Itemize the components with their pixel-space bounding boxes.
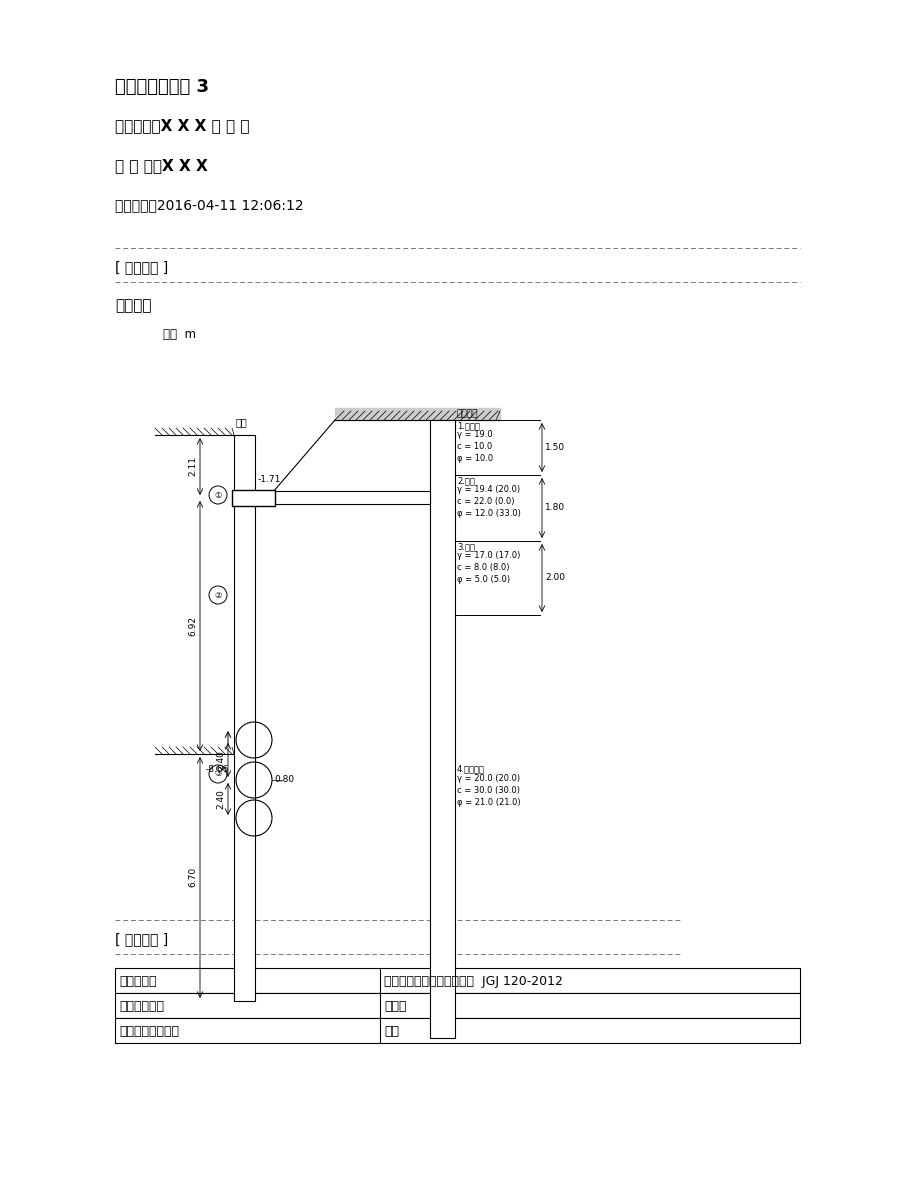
Text: 一级: 一级 xyxy=(383,1025,399,1039)
Text: 排框支护: 排框支护 xyxy=(115,298,152,313)
Bar xyxy=(115,993,800,1018)
Text: [ 基本信息 ]: [ 基本信息 ] xyxy=(115,933,168,946)
Bar xyxy=(255,491,429,504)
Text: 4.强风化层: 4.强风化层 xyxy=(457,763,484,773)
Bar xyxy=(115,1018,800,1043)
Text: -8.66: -8.66 xyxy=(206,765,229,773)
Text: 3.淤泥: 3.淤泥 xyxy=(457,542,474,551)
Text: γ = 19.4 (20.0)
c = 22.0 (0.0)
φ = 12.0 (33.0): γ = 19.4 (20.0) c = 22.0 (0.0) φ = 12.0 … xyxy=(457,485,520,518)
Text: ②: ② xyxy=(214,591,221,599)
Text: 2.11: 2.11 xyxy=(187,456,197,476)
Text: 2.40: 2.40 xyxy=(216,790,225,809)
Text: 设 计 人：X X X: 设 计 人：X X X xyxy=(115,158,208,173)
Text: 内力计算方法: 内力计算方法 xyxy=(119,1000,164,1014)
Text: 2.粘土: 2.粘土 xyxy=(457,476,474,485)
Text: -1.71: -1.71 xyxy=(257,475,281,485)
Text: [ 支护方案 ]: [ 支护方案 ] xyxy=(115,260,168,274)
Text: ③: ③ xyxy=(214,769,221,779)
Text: 1.50: 1.50 xyxy=(544,443,564,451)
Text: 工况: 工况 xyxy=(236,417,247,428)
Text: 6.70: 6.70 xyxy=(187,867,197,887)
Text: 增量法: 增量法 xyxy=(383,1000,406,1014)
Bar xyxy=(232,490,275,506)
Text: 0.80: 0.80 xyxy=(274,775,294,785)
Text: 设计时间：2016-04-11 12:06:12: 设计时间：2016-04-11 12:06:12 xyxy=(115,198,303,212)
Text: γ = 20.0 (20.0)
c = 30.0 (30.0)
φ = 21.0 (21.0): γ = 20.0 (20.0) c = 30.0 (30.0) φ = 21.0… xyxy=(457,774,520,806)
Text: 土层参数: 土层参数 xyxy=(457,409,478,418)
Text: 1.素壵土: 1.素壵土 xyxy=(457,420,480,430)
Text: ①: ① xyxy=(214,491,221,499)
Text: γ = 17.0 (17.0)
c = 8.0 (8.0)
φ = 5.0 (5.0): γ = 17.0 (17.0) c = 8.0 (8.0) φ = 5.0 (5… xyxy=(457,551,520,584)
Text: 深基坑支护设计 3: 深基坑支护设计 3 xyxy=(115,77,209,96)
Text: γ = 19.0
c = 10.0
φ = 10.0: γ = 19.0 c = 10.0 φ = 10.0 xyxy=(457,430,493,462)
Bar xyxy=(115,968,800,993)
Text: 1.80: 1.80 xyxy=(544,504,564,512)
Text: 规范与规程: 规范与规程 xyxy=(119,975,156,989)
Text: 支护结构安全等级: 支护结构安全等级 xyxy=(119,1025,179,1039)
Text: 设计单位：X X X 设 计 院: 设计单位：X X X 设 计 院 xyxy=(115,118,249,133)
Text: 6.92: 6.92 xyxy=(187,616,197,636)
Text: 2.00: 2.00 xyxy=(544,574,564,582)
Text: 单位  m: 单位 m xyxy=(163,328,196,341)
Bar xyxy=(429,420,455,1039)
Text: 2.40: 2.40 xyxy=(216,750,225,769)
Bar xyxy=(233,435,255,1000)
Text: 《建筑基坑支护技术规程》  JGJ 120-2012: 《建筑基坑支护技术规程》 JGJ 120-2012 xyxy=(383,975,562,989)
